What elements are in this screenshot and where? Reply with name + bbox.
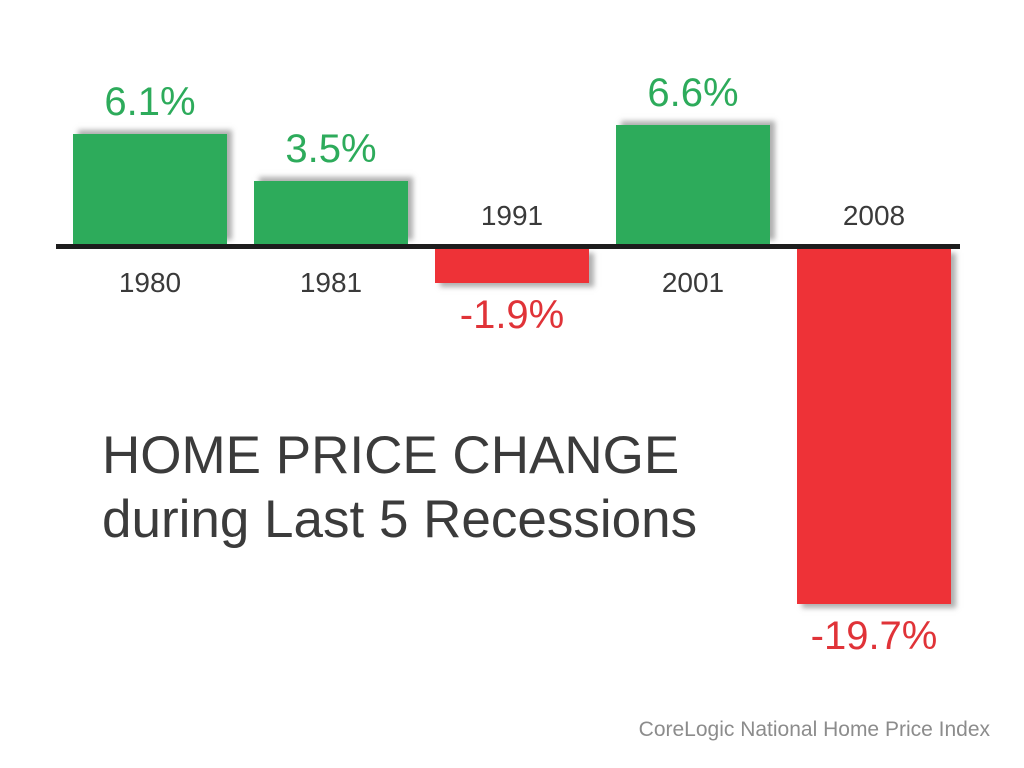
bar-2008 (797, 249, 951, 604)
bar-value-label-1991: -1.9% (459, 293, 565, 337)
bar-1991 (435, 249, 589, 283)
bar-year-label-1981: 1981 (299, 267, 363, 298)
bar-year-label-1991: 1991 (480, 200, 544, 231)
bar-1980 (73, 134, 227, 244)
bar-year-label-2008: 2008 (842, 200, 906, 231)
chart-subtitle: during Last 5 Recessions (102, 490, 698, 549)
bar-value-label-2008: -19.7% (810, 614, 938, 658)
bar-value-label-1980: 6.1% (104, 80, 196, 124)
source-credit: CoreLogic National Home Price Index (638, 718, 990, 741)
bar-year-label-2001: 2001 (661, 267, 725, 298)
x-axis-line (56, 244, 960, 249)
bar-1981 (254, 181, 408, 244)
bar-value-label-1981: 3.5% (285, 127, 377, 171)
bar-2001 (616, 125, 770, 244)
chart-title: HOME PRICE CHANGE (102, 426, 680, 485)
bar-year-label-1980: 1980 (118, 267, 182, 298)
chart-title-block: HOME PRICE CHANGE during Last 5 Recessio… (102, 424, 697, 552)
bar-value-label-2001: 6.6% (647, 71, 739, 115)
